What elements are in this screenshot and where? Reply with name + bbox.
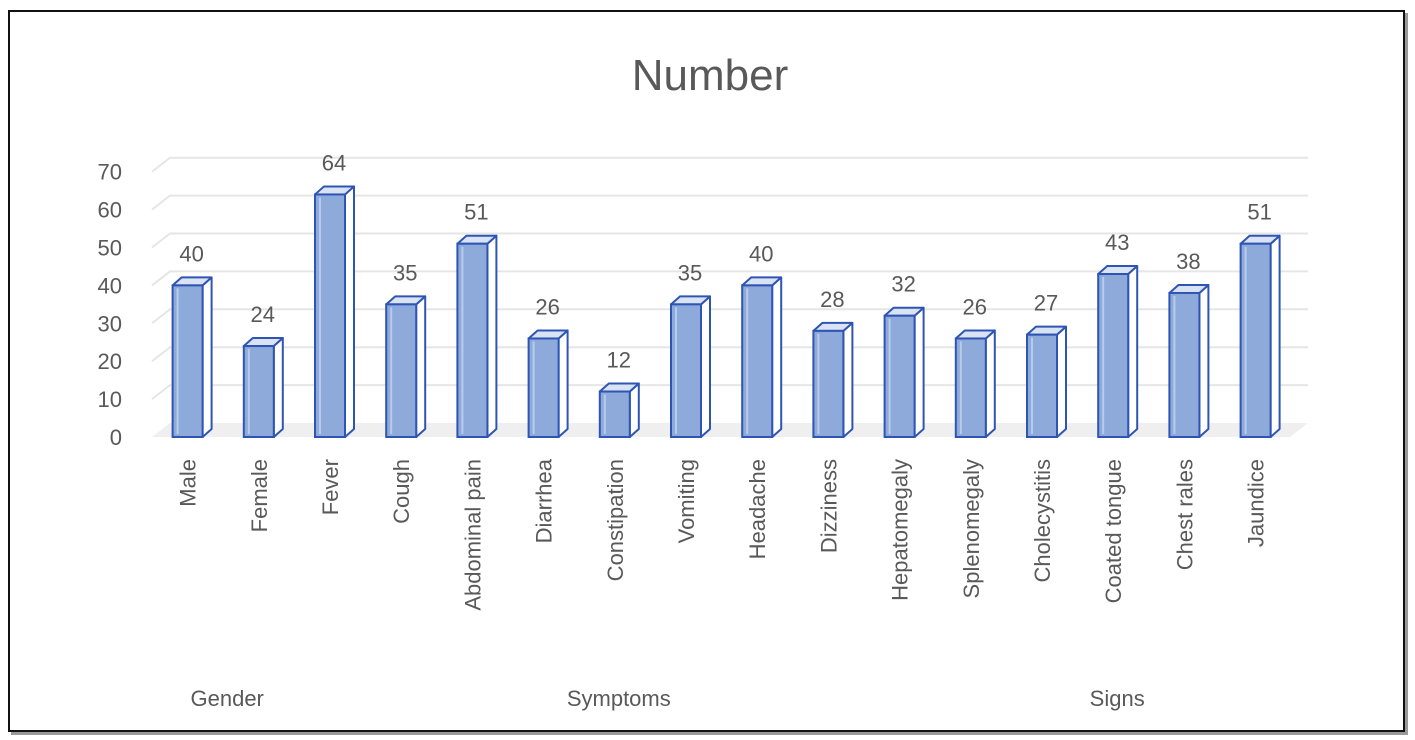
group-label: Signs: [1090, 686, 1145, 711]
category-labels: Male Female Fever Cough Abdominal pain Diarrh…: [176, 458, 1269, 610]
category-label: Female: [247, 459, 272, 532]
bar: [171, 276, 213, 438]
category-label: Chest rales: [1172, 459, 1197, 570]
chart-floor: [152, 423, 1308, 437]
bar-side: [344, 185, 355, 438]
bar: [314, 185, 355, 438]
gridlines: [151, 156, 1308, 437]
chart-title: Number: [632, 51, 789, 100]
bar-side: [1127, 265, 1139, 438]
bars: [171, 185, 1281, 439]
category-label: Headache: [745, 459, 770, 559]
y-tick-label: 40: [98, 273, 122, 298]
category-label: Dizziness: [816, 459, 841, 553]
group-labels: Gender Symptoms Signs: [191, 686, 1145, 711]
y-tick-label: 30: [98, 311, 122, 336]
data-label: 35: [678, 260, 702, 285]
bar-side: [486, 234, 498, 438]
bar: [1026, 325, 1067, 439]
data-label: 32: [891, 272, 915, 297]
gridline: [151, 156, 1308, 173]
bar-side: [913, 306, 925, 438]
data-label: 35: [393, 260, 417, 285]
category-label: Jaundice: [1244, 459, 1269, 547]
chart-frame: Number 0 10 20 30 40 50 60 70 40 24 64 35 51 26 12 35 4…: [8, 10, 1405, 732]
category-label: Vomiting: [674, 459, 699, 543]
bar: [242, 337, 284, 439]
category-label: Cholecystitis: [1030, 459, 1055, 582]
data-label: 64: [322, 150, 346, 175]
bar-side: [984, 329, 996, 438]
data-label: 27: [1034, 291, 1058, 316]
y-tick-label: 60: [98, 198, 122, 223]
data-label: 51: [464, 200, 488, 225]
bar: [670, 295, 711, 438]
bar-side: [771, 276, 783, 438]
bar-side: [1056, 325, 1067, 438]
gridline: [151, 308, 1308, 325]
bar: [385, 295, 427, 438]
y-tick-label: 0: [110, 425, 122, 450]
bar: [812, 321, 854, 439]
bar-side: [700, 295, 711, 438]
category-label: Fever: [318, 459, 343, 515]
bar-side: [842, 321, 854, 438]
bar-side: [415, 295, 427, 438]
bar: [598, 382, 640, 438]
bar-side: [201, 276, 213, 438]
data-label: 28: [820, 287, 844, 312]
data-label: 40: [749, 241, 773, 266]
data-label: 51: [1247, 200, 1271, 225]
bar: [954, 329, 996, 438]
bar-side: [1269, 234, 1281, 438]
bar: [456, 234, 498, 438]
y-tick-label: 10: [98, 387, 122, 412]
data-label: 40: [179, 241, 203, 266]
category-label: Cough: [389, 459, 414, 524]
gridline: [151, 232, 1308, 249]
bar: [883, 306, 925, 438]
category-label: Constipation: [603, 459, 628, 581]
group-label: Gender: [191, 686, 264, 711]
bar: [527, 329, 569, 438]
group-label: Symptoms: [567, 686, 671, 711]
y-tick-label: 70: [98, 160, 122, 185]
bar: [1097, 265, 1139, 438]
gridline: [151, 270, 1308, 287]
data-label: 24: [251, 302, 275, 327]
bar-side: [272, 337, 284, 438]
data-labels: 40 24 64 35 51 26 12 35 40 28 32 26 27 43 38 51: [179, 150, 1271, 372]
category-label: Splenomegaly: [959, 459, 984, 598]
category-label: Abdominal pain: [460, 459, 485, 611]
y-tick-label: 50: [98, 236, 122, 261]
data-label: 43: [1105, 230, 1129, 255]
gridline: [151, 194, 1308, 211]
category-label: Hepatomegaly: [888, 459, 913, 601]
y-axis-ticks: 0 10 20 30 40 50 60 70: [98, 160, 122, 450]
bar-side: [1198, 283, 1210, 438]
bar: [741, 276, 783, 438]
gridline: [151, 346, 1308, 362]
data-label: 12: [607, 348, 631, 373]
data-label: 26: [535, 294, 559, 319]
data-label: 26: [963, 294, 987, 319]
category-label: Male: [176, 459, 201, 507]
bar: [1168, 283, 1210, 439]
gridline: [151, 384, 1308, 400]
data-label: 38: [1176, 249, 1200, 274]
category-label: Diarrhea: [532, 458, 557, 543]
category-label: Coated tongue: [1101, 459, 1126, 603]
bar: [1239, 234, 1281, 438]
y-tick-label: 20: [98, 349, 122, 374]
bar-side: [557, 329, 569, 438]
